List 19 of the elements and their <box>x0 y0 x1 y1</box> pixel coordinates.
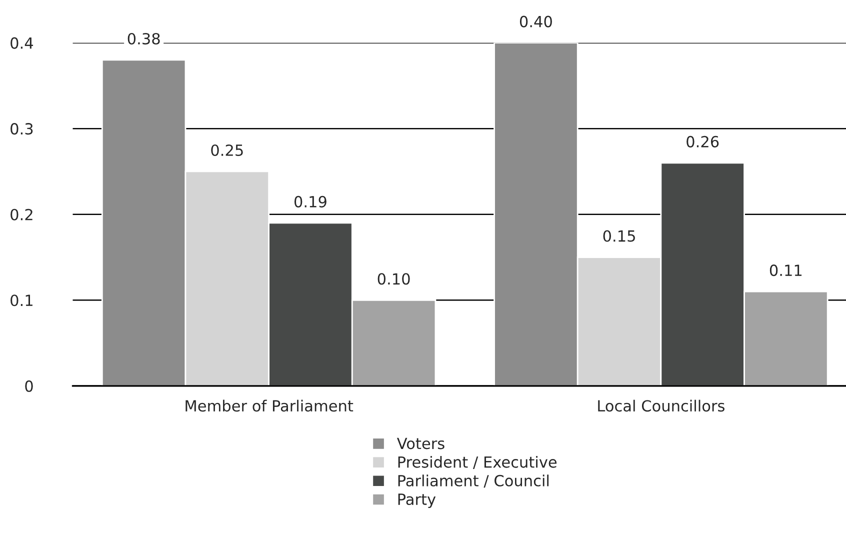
y-tick-label: 0.1 <box>10 294 32 306</box>
legend-label: Voters <box>396 438 444 450</box>
data-label: 0.40 <box>520 16 552 28</box>
y-tick-label: 0.4 <box>10 37 34 49</box>
legend-label: President / Executive <box>398 456 557 470</box>
data-label: 0.25 <box>211 144 243 156</box>
data-label: 0.11 <box>770 264 802 276</box>
y-tick-label: 0.3 <box>10 123 33 135</box>
x-tick-label: Local Councillors <box>598 400 724 412</box>
legend-label: Parliament / Council <box>398 474 549 488</box>
data-label: 0.26 <box>686 136 719 148</box>
data-label: 0.19 <box>294 196 326 208</box>
legend-label: Party <box>398 494 436 508</box>
x-tick-label: Member of Parliament <box>186 400 354 412</box>
data-label: 0.10 <box>378 273 410 285</box>
y-tick-label: 0.2 <box>10 208 32 220</box>
y-tick-label: 0 <box>25 380 33 392</box>
data-label: 0.15 <box>603 230 635 242</box>
data-label: 0.38 <box>128 32 160 45</box>
